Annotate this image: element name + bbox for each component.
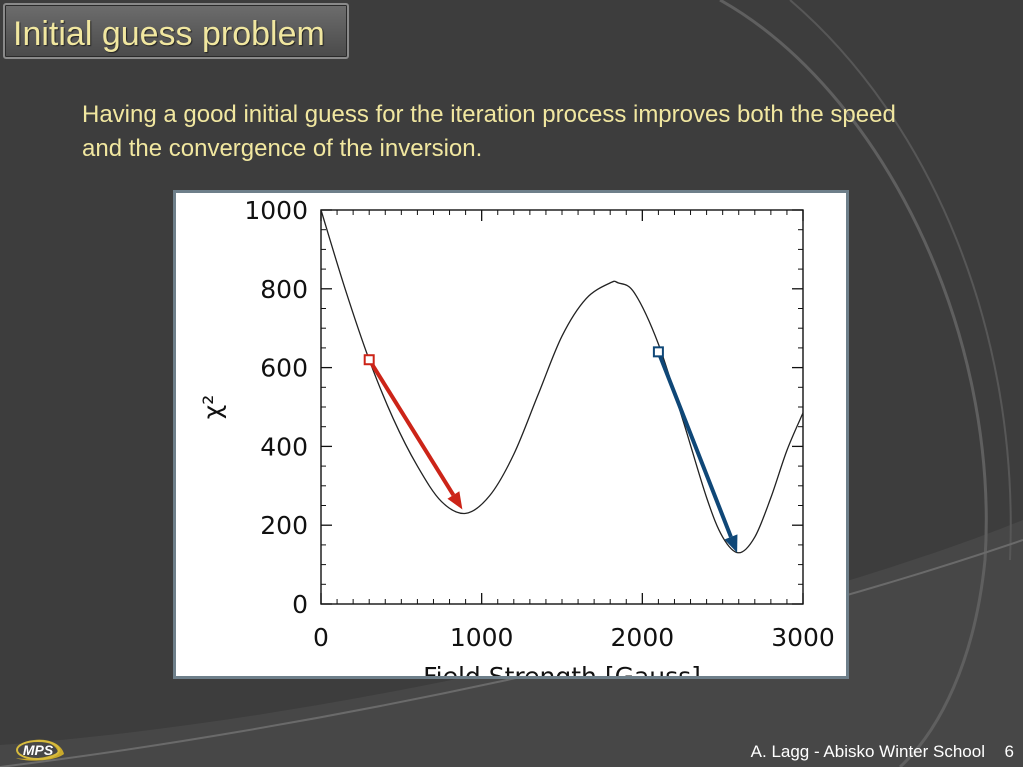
mps-logo: MPS (16, 739, 64, 761)
start-marker (652, 346, 664, 358)
y-tick-label: 200 (260, 511, 308, 540)
chart-frame: 0 1000 2000 3000 0 200 400 600 800 1000 Field Str… (173, 190, 849, 679)
axis-tick-labels: 0 1000 2000 3000 0 200 400 600 800 1000 (244, 196, 834, 652)
y-tick-label: 800 (260, 275, 308, 304)
slide-title: Initial guess problem (13, 15, 325, 53)
chart-annotations (363, 346, 738, 553)
x-tick-label: 1000 (450, 623, 514, 652)
arrow-head (724, 534, 738, 553)
axis-ticks (320, 209, 804, 605)
y-axis-label: χ² (198, 395, 227, 419)
y-tick-label: 400 (260, 432, 308, 461)
footer-text: A. Lagg - Abisko Winter School (750, 742, 985, 761)
x-tick-label: 3000 (771, 623, 835, 652)
title-box: Initial guess problem (3, 3, 349, 59)
y-tick-label: 0 (292, 590, 308, 619)
arrow-shaft (656, 351, 733, 538)
start-marker (363, 354, 375, 366)
y-tick-label: 600 (260, 354, 308, 383)
logo-text: MPS (23, 742, 54, 758)
page-number: 6 (1004, 742, 1014, 761)
x-axis-label: Field Strength [Gauss] (423, 662, 701, 676)
arrow-shaft (367, 358, 456, 497)
body-text: Having a good initial guess for the iter… (82, 101, 896, 162)
arrow-2 (652, 346, 738, 553)
arrow-1 (363, 354, 463, 510)
x-tick-label: 0 (313, 623, 329, 652)
chi-square-chart: 0 1000 2000 3000 0 200 400 600 800 1000 Field Str… (198, 196, 835, 676)
y-tick-label: 1000 (244, 196, 308, 225)
arrow-head (447, 491, 463, 510)
chi-square-curve (320, 209, 804, 554)
x-tick-label: 2000 (611, 623, 675, 652)
